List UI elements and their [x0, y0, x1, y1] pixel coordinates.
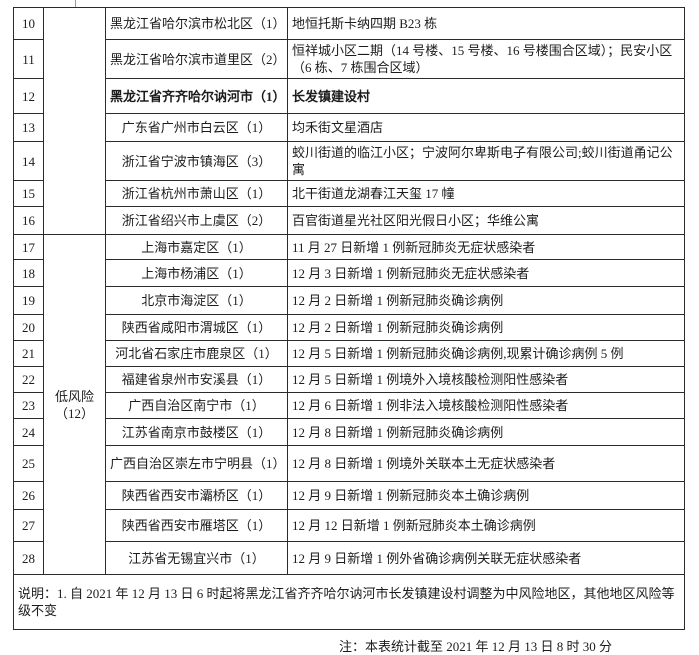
detail-cell: 百官街道星光社区阳光假日小区；华维公寓: [287, 206, 685, 235]
row-number-cell: 21: [13, 340, 44, 367]
detail-cell: 12 月 12 日新增 1 例新冠肺炎本土确诊病例: [287, 509, 685, 542]
area-cell: 黑龙江省哈尔滨市道里区（2）: [105, 39, 288, 79]
table-row-adjusted-area: 12 黑龙江省齐齐哈尔讷河市（1） 长发镇建设村: [13, 78, 685, 114]
area-cell: 浙江省绍兴市上虞区（2）: [105, 206, 288, 235]
row-number-cell: 28: [13, 541, 44, 575]
table-row: 26 陕西省西安市灞桥区（1） 12 月 9 日新增 1 例新冠肺炎本土确诊病例: [13, 481, 685, 510]
row-number-cell: 17: [13, 234, 44, 260]
area-cell: 浙江省杭州市萧山区（1）: [105, 180, 288, 207]
detail-cell: 12 月 3 日新增 1 例新冠肺炎无症状感染者: [287, 259, 685, 287]
table-row: 27 陕西省西安市雁塔区（1） 12 月 12 日新增 1 例新冠肺炎本土确诊病…: [13, 509, 685, 542]
table-row: 25 广西自治区崇左市宁明县（1） 12 月 8 日新增 1 例境外关联本土无症…: [13, 445, 685, 482]
row-number-cell: 16: [13, 206, 44, 235]
table-row: 15 浙江省杭州市萧山区（1） 北干街道龙湖春江天玺 17 幢: [13, 180, 685, 207]
area-cell: 浙江省宁波市镇海区（3）: [105, 141, 288, 181]
row-number-cell: 20: [13, 314, 44, 341]
table-row: 14 浙江省宁波市镇海区（3） 蛟川街道的临江小区；宁波阿尔卑斯电子有限公司;蛟…: [13, 141, 685, 181]
detail-cell: 12 月 2 日新增 1 例新冠肺炎确诊病例: [287, 314, 685, 341]
table-row: 19 北京市海淀区（1） 12 月 2 日新增 1 例新冠肺炎确诊病例: [13, 286, 685, 315]
area-cell: 江苏省南京市鼓楼区（1）: [105, 418, 288, 446]
area-cell: 上海市嘉定区（1）: [105, 234, 288, 260]
detail-cell: 12 月 9 日新增 1 例新冠肺炎本土确诊病例: [287, 481, 685, 510]
area-cell: 陕西省西安市雁塔区（1）: [105, 509, 288, 542]
row-number-cell: 24: [13, 418, 44, 446]
detail-cell: 12 月 5 日新增 1 例境外入境核酸检测阳性感染者: [287, 366, 685, 393]
explanation-cell: 说明：1. 自 2021 年 12 月 13 日 6 时起将黑龙江省齐齐哈尔讷河…: [13, 574, 685, 630]
detail-cell: 12 月 8 日新增 1 例新冠肺炎确诊病例: [287, 418, 685, 446]
table-row: 13 广东省广州市白云区（1） 均禾街文星酒店: [13, 113, 685, 142]
row-number-cell: 11: [13, 39, 44, 79]
detail-cell: 恒祥城小区二期（14 号楼、15 号楼、16 号楼围合区域）；民安小区（6 栋、…: [287, 39, 685, 79]
row-number-cell: 19: [13, 286, 44, 315]
detail-cell: 长发镇建设村: [287, 78, 685, 114]
row-number-cell: 15: [13, 180, 44, 207]
row-number-cell: 12: [13, 78, 44, 114]
area-cell: 广西自治区崇左市宁明县（1）: [105, 445, 288, 482]
explanation-row: 说明：1. 自 2021 年 12 月 13 日 6 时起将黑龙江省齐齐哈尔讷河…: [13, 574, 685, 630]
scan-cut-artifact: [75, 0, 76, 7]
area-cell: 北京市海淀区（1）: [105, 286, 288, 315]
area-cell: 广西自治区南宁市（1）: [105, 392, 288, 419]
area-cell: 黑龙江省哈尔滨市松北区（1）: [105, 7, 288, 40]
area-cell: 河北省石家庄市鹿泉区（1）: [105, 340, 288, 367]
detail-cell: 北干街道龙湖春江天玺 17 幢: [287, 180, 685, 207]
detail-cell: 地恒托斯卡纳四期 B23 栋: [287, 7, 685, 40]
table-row: 11 黑龙江省哈尔滨市道里区（2） 恒祥城小区二期（14 号楼、15 号楼、16…: [13, 39, 685, 79]
detail-cell: 12 月 8 日新增 1 例境外关联本土无症状感染者: [287, 445, 685, 482]
area-cell: 黑龙江省齐齐哈尔讷河市（1）: [105, 78, 288, 114]
table-row: 28 江苏省无锡宜兴市（1） 12 月 9 日新增 1 例外省确诊病例关联无症状…: [13, 541, 685, 575]
table-row: 22 福建省泉州市安溪县（1） 12 月 5 日新增 1 例境外入境核酸检测阳性…: [13, 366, 685, 393]
table-row: 17 低风险（12） 上海市嘉定区（1） 11 月 27 日新增 1 例新冠肺炎…: [13, 234, 685, 575]
area-cell: 陕西省西安市灞桥区（1）: [105, 481, 288, 510]
area-cell: 上海市杨浦区（1）: [105, 259, 288, 287]
row-number-cell: 14: [13, 141, 44, 181]
detail-cell: 均禾街文星酒店: [287, 113, 685, 142]
area-cell: 福建省泉州市安溪县（1）: [105, 366, 288, 393]
detail-cell: 蛟川街道的临江小区；宁波阿尔卑斯电子有限公司;蛟川街道甬记公寓: [287, 141, 685, 181]
risk-group-cell-low-risk: 低风险（12）: [43, 234, 106, 575]
row-number-cell: 25: [13, 445, 44, 482]
risk-group-cell-upper: [43, 7, 106, 235]
detail-cell: 12 月 9 日新增 1 例外省确诊病例关联无症状感染者: [287, 541, 685, 575]
detail-cell: 12 月 5 日新增 1 例新冠肺炎确诊病例,现累计确诊病例 5 例: [287, 340, 685, 367]
risk-area-table: 10 黑龙江省哈尔滨市松北区（1） 地恒托斯卡纳四期 B23 栋 11 黑龙江省…: [13, 7, 685, 630]
table-row: 16 浙江省绍兴市上虞区（2） 百官街道星光社区阳光假日小区；华维公寓: [13, 206, 685, 235]
table-row: 21 河北省石家庄市鹿泉区（1） 12 月 5 日新增 1 例新冠肺炎确诊病例,…: [13, 340, 685, 367]
statistics-cutoff-note: 注：本表统计截至 2021 年 12 月 13 日 8 时 30 分: [338, 639, 612, 654]
table-row: 24 江苏省南京市鼓楼区（1） 12 月 8 日新增 1 例新冠肺炎确诊病例: [13, 418, 685, 446]
document-page: 10 黑龙江省哈尔滨市松北区（1） 地恒托斯卡纳四期 B23 栋 11 黑龙江省…: [13, 7, 685, 655]
row-number-cell: 23: [13, 392, 44, 419]
row-number-cell: 13: [13, 113, 44, 142]
row-number-cell: 10: [13, 7, 44, 40]
row-number-cell: 26: [13, 481, 44, 510]
detail-cell: 11 月 27 日新增 1 例新冠肺炎无症状感染者: [287, 234, 685, 260]
table-row: 20 陕西省咸阳市渭城区（1） 12 月 2 日新增 1 例新冠肺炎确诊病例: [13, 314, 685, 341]
detail-cell: 12 月 6 日新增 1 例非法入境核酸检测阳性感染者: [287, 392, 685, 419]
table-row: 18 上海市杨浦区（1） 12 月 3 日新增 1 例新冠肺炎无症状感染者: [13, 259, 685, 287]
table-row: 23 广西自治区南宁市（1） 12 月 6 日新增 1 例非法入境核酸检测阳性感…: [13, 392, 685, 419]
area-cell: 陕西省咸阳市渭城区（1）: [105, 314, 288, 341]
detail-cell: 12 月 2 日新增 1 例新冠肺炎确诊病例: [287, 286, 685, 315]
table-row: 10 黑龙江省哈尔滨市松北区（1） 地恒托斯卡纳四期 B23 栋: [13, 7, 685, 235]
row-number-cell: 27: [13, 509, 44, 542]
area-cell: 广东省广州市白云区（1）: [105, 113, 288, 142]
area-cell: 江苏省无锡宜兴市（1）: [105, 541, 288, 575]
row-number-cell: 22: [13, 366, 44, 393]
row-number-cell: 18: [13, 259, 44, 287]
